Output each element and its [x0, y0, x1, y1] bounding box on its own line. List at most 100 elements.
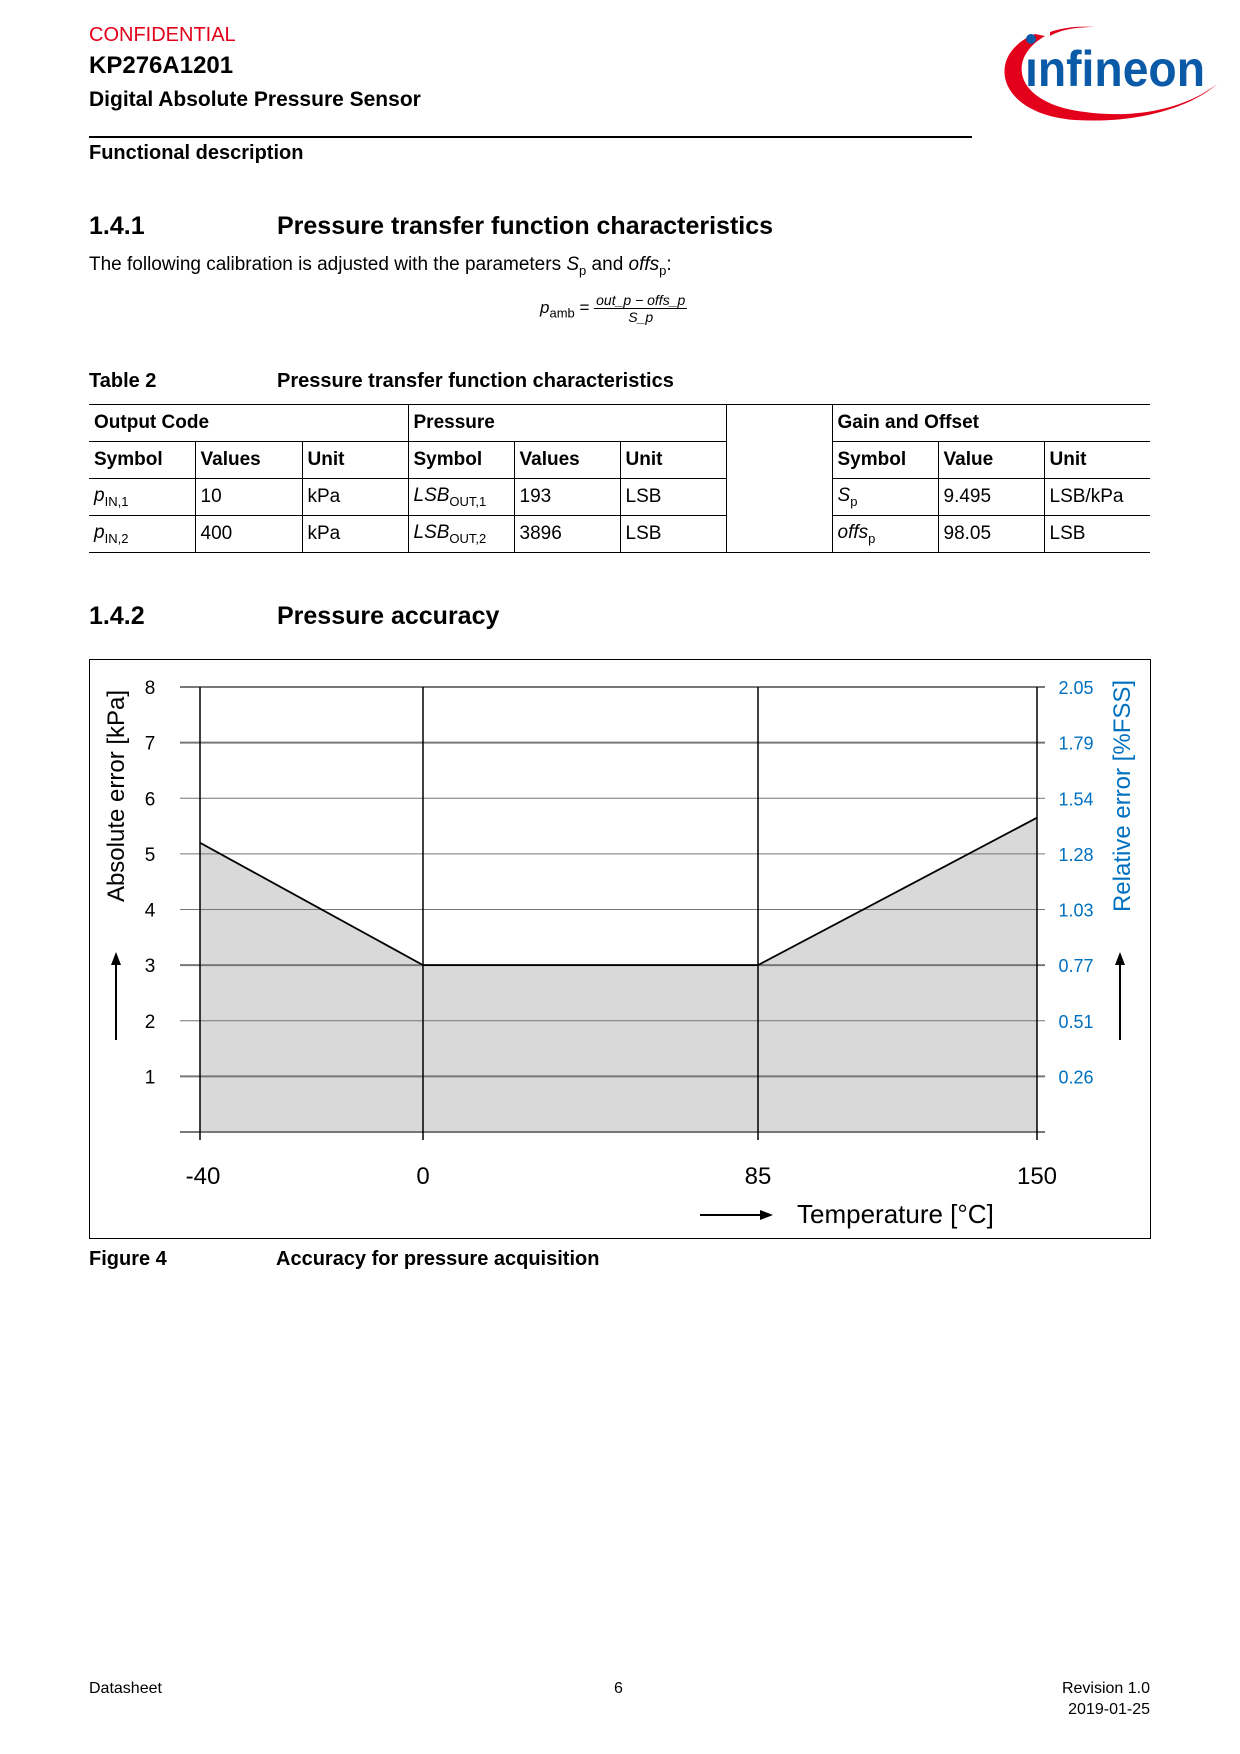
cell: kPa: [301, 478, 408, 516]
y-tick-label: 3: [145, 956, 156, 977]
footer-page-number: 6: [614, 1680, 623, 1697]
y2-tick-label: 0.26: [1058, 1067, 1093, 1087]
symbol-sub: p: [868, 530, 876, 546]
cell: pIN,2: [89, 515, 195, 553]
col-header: Symbol: [831, 441, 938, 479]
formula: pamb = out_p − offs_p S_p: [540, 292, 688, 325]
col-header: Values: [513, 441, 620, 479]
col-header: Unit: [1043, 441, 1150, 479]
x-axis-arrowhead: [760, 1210, 773, 1220]
logo-text: ınfineon: [1025, 41, 1205, 97]
y2-tick-label: 0.77: [1058, 956, 1093, 976]
header-row: Symbol Values Unit Symbol Values Unit Sy…: [89, 441, 1150, 479]
x-tick-label: 85: [745, 1163, 772, 1190]
empty-cell: [725, 404, 832, 553]
cell: 3896: [513, 515, 620, 553]
colon: :: [666, 254, 672, 275]
x-axis-title: Temperature [°C]: [797, 1199, 994, 1229]
sp-sub: p: [579, 262, 587, 278]
cell: LSB: [619, 478, 726, 516]
cell: 193: [513, 478, 620, 516]
cell: LSBOUT,1: [407, 478, 514, 516]
x-tick-label: -40: [186, 1163, 221, 1190]
col-header: Symbol: [89, 441, 195, 479]
x-tick-label: 150: [1017, 1163, 1057, 1190]
formula-numerator: out_p − offs_p: [594, 292, 688, 309]
x-tick-label: 0: [416, 1163, 429, 1190]
transfer-function-table: Output Code Pressure Gain and Offset Sym…: [89, 404, 1150, 553]
y-tick-label: 6: [145, 789, 156, 810]
y-tick-label: 1: [145, 1067, 156, 1088]
footer-doc-type: Datasheet: [89, 1680, 162, 1697]
group-gain-offset: Gain and Offset: [831, 404, 1150, 442]
symbol: p: [94, 485, 105, 507]
offs-sub: p: [659, 262, 667, 278]
y-tick-label: 2: [145, 1012, 156, 1033]
y2-tick-label: 2.05: [1058, 678, 1093, 698]
y-axis-arrowhead: [111, 952, 121, 965]
col-header: Unit: [301, 441, 408, 479]
figure-caption-title: Accuracy for pressure acquisition: [276, 1248, 600, 1270]
body-text: The following calibration is adjusted wi…: [89, 254, 672, 278]
y2-tick-label: 1.79: [1058, 734, 1093, 754]
y-tick-label: 7: [145, 734, 156, 755]
cell: LSBOUT,2: [407, 515, 514, 553]
y2-tick-label: 0.51: [1058, 1012, 1093, 1032]
section-number: 1.4.2: [89, 602, 145, 630]
table-row: pIN,1 10 kPa LSBOUT,1 193 LSB Sp 9.495 L…: [89, 478, 1150, 516]
col-header: Value: [937, 441, 1044, 479]
error-area: [200, 817, 1037, 1132]
cell: LSB/kPa: [1043, 478, 1150, 516]
symbol: p: [94, 522, 105, 544]
cell: 9.495: [937, 478, 1044, 516]
y-axis-title: Absolute error [kPa]: [103, 690, 130, 902]
formula-lhs-sub: amb: [549, 305, 575, 321]
y-tick-label: 4: [145, 901, 156, 922]
cell: LSB: [1043, 515, 1150, 553]
symbol-sub: OUT,1: [449, 493, 487, 509]
cell: offsp: [831, 515, 938, 553]
formula-denominator: S_p: [628, 309, 654, 325]
col-header: Values: [194, 441, 302, 479]
section-number: 1.4.1: [89, 212, 145, 240]
accuracy-chart-frame: 1 2 3 4 5 6 7 8 0.26 0.51 0.77 1.03 1.28 1.54 1.79 2.05…: [89, 659, 1151, 1239]
product-title: Digital Absolute Pressure Sensor: [89, 88, 421, 111]
symbol-sub: OUT,2: [449, 530, 487, 546]
group-output-code: Output Code: [89, 404, 408, 442]
formula-eq: =: [574, 297, 595, 317]
y2-tick-label: 1.54: [1058, 789, 1093, 809]
y2-tick-label: 1.03: [1058, 901, 1093, 921]
footer-date: 2019-01-25: [1068, 1701, 1150, 1718]
symbol: LSB: [413, 485, 450, 507]
group-pressure: Pressure: [407, 404, 726, 442]
formula-lhs: p: [540, 297, 550, 317]
cell: pIN,1: [89, 478, 195, 516]
cell: 400: [194, 515, 302, 553]
offs-symbol: offs: [628, 254, 660, 275]
symbol: S: [837, 485, 851, 507]
symbol-sub: p: [850, 493, 858, 509]
y-tick-label: 5: [145, 845, 156, 866]
table-caption-title: Pressure transfer function characteristi…: [277, 370, 674, 392]
and-text: and: [586, 254, 629, 275]
table-caption-number: Table 2: [89, 370, 157, 392]
body-prefix: The following calibration is adjusted wi…: [89, 254, 567, 275]
section-title: Pressure transfer function characteristi…: [277, 212, 774, 240]
y2-tick-label: 1.28: [1058, 845, 1093, 865]
col-header: Unit: [619, 441, 726, 479]
part-number: KP276A1201: [89, 52, 234, 79]
col-header: Symbol: [407, 441, 514, 479]
symbol-sub: IN,2: [104, 530, 129, 546]
section-label: Functional description: [89, 142, 304, 164]
table-row: pIN,2 400 kPa LSBOUT,2 3896 LSB offsp 98…: [89, 515, 1150, 553]
symbol-sub: IN,1: [104, 493, 129, 509]
y2-axis-arrowhead: [1115, 952, 1125, 965]
section-title: Pressure accuracy: [277, 602, 500, 630]
confidential-label: CONFIDENTIAL: [89, 24, 236, 46]
symbol: offs: [837, 522, 869, 544]
group-header-row: Output Code Pressure Gain and Offset: [89, 404, 1150, 553]
accuracy-chart: 1 2 3 4 5 6 7 8 0.26 0.51 0.77 1.03 1.28 1.54 1.79 2.05…: [103, 678, 1136, 1229]
sp-symbol: S: [566, 254, 580, 275]
symbol: LSB: [413, 522, 450, 544]
